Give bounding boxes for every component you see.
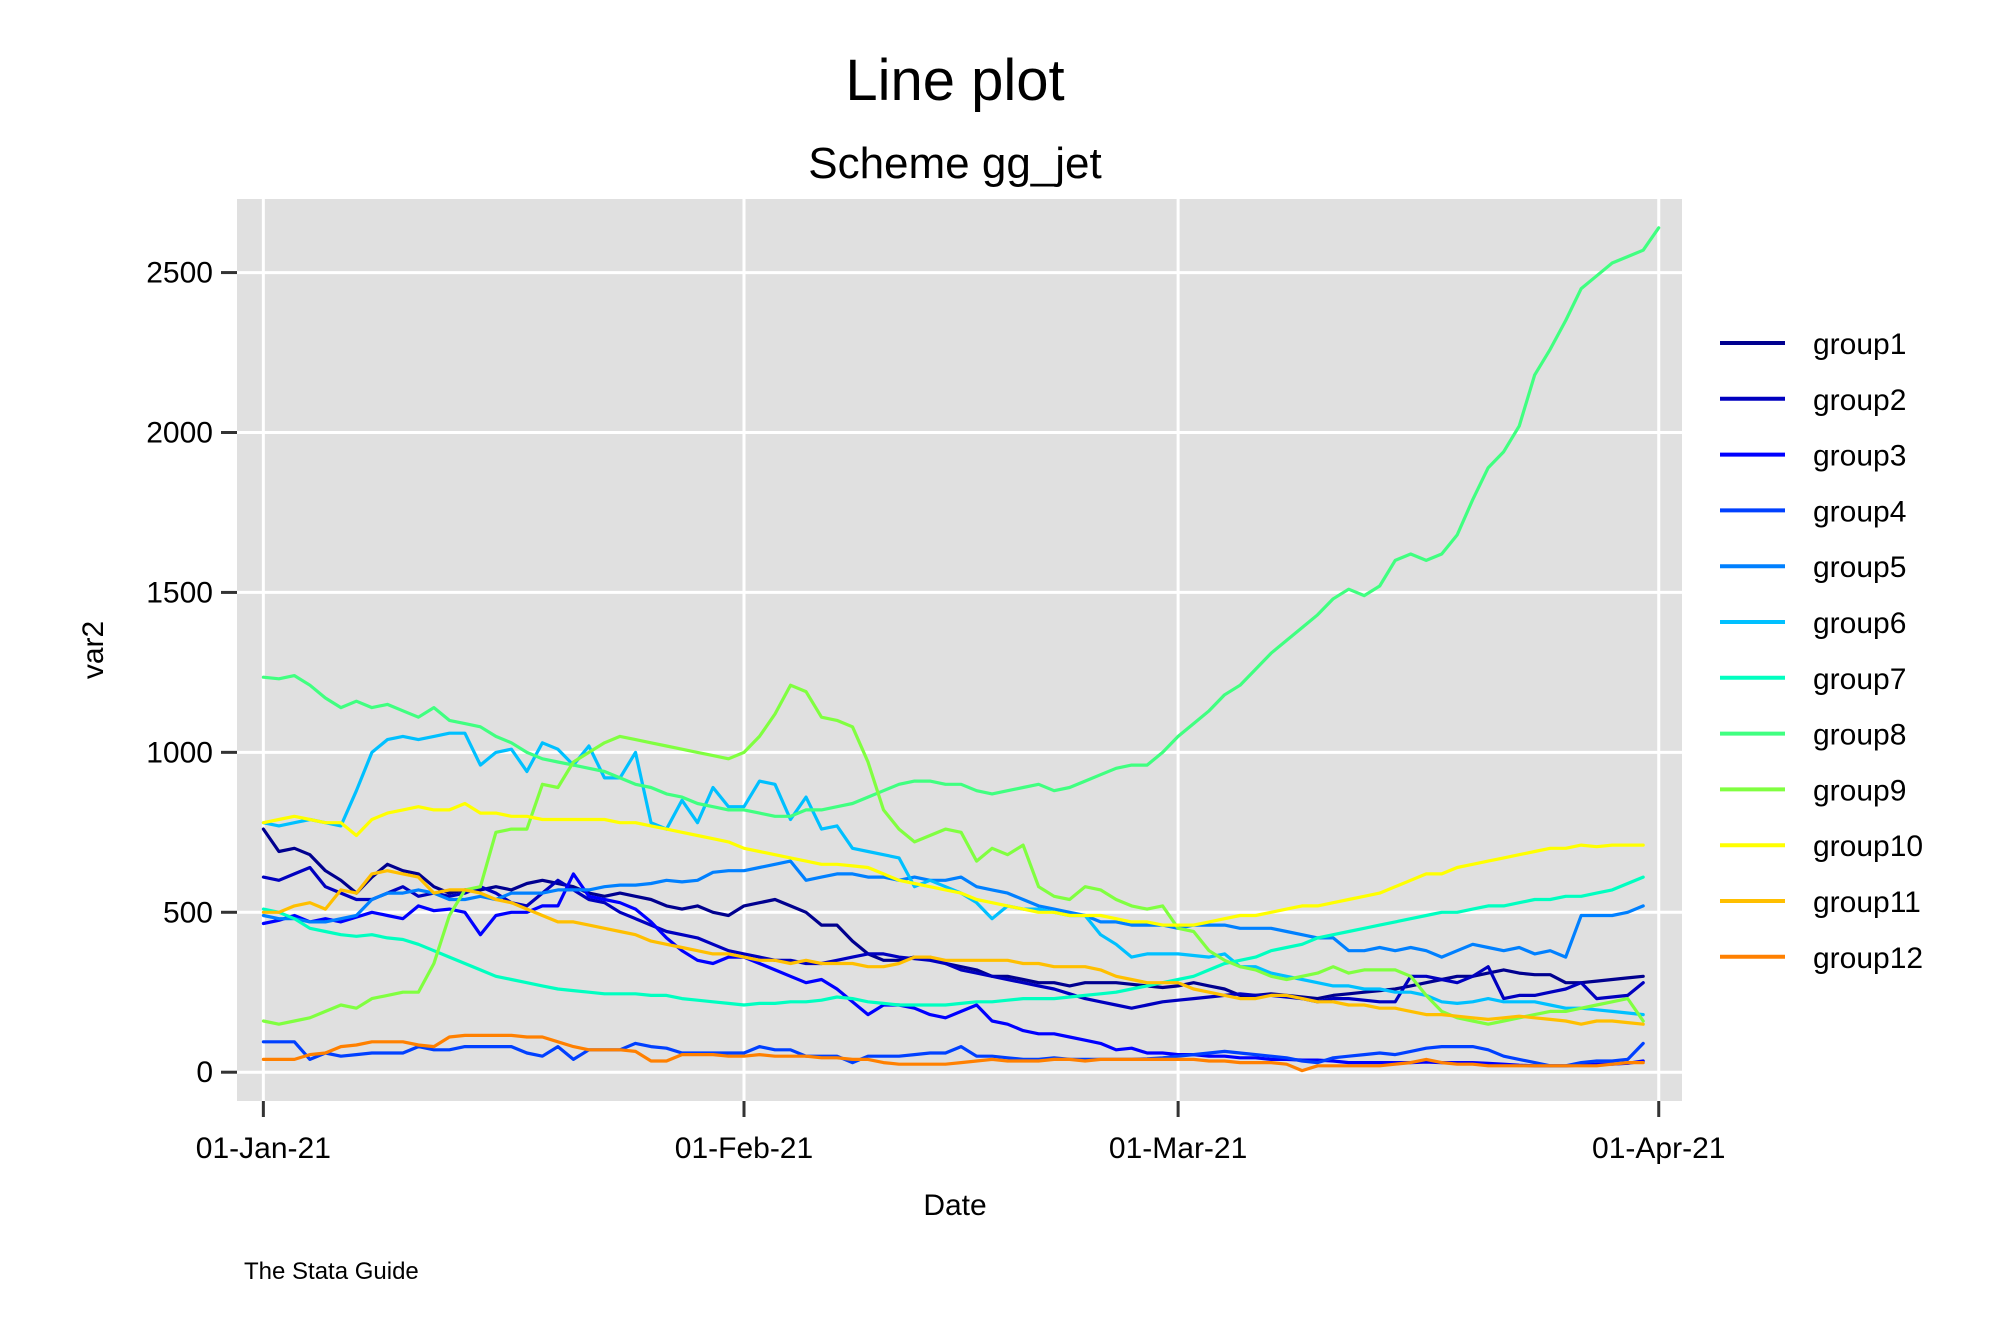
series-line-group7: [261, 875, 1645, 1007]
series-line-group9: [261, 683, 1645, 1026]
series-line-group4: [261, 1040, 1645, 1068]
legend-label-group12: group12: [1813, 942, 1923, 975]
legend-label-group11: group11: [1813, 886, 1921, 919]
legend-label-group2: group2: [1813, 384, 1906, 417]
series-line-group2: [261, 865, 1645, 1010]
y-tick-label: 1500: [146, 576, 213, 609]
axes: 0 500 1000 1500 2000 2500 01-Jan-21 01-Feb-21 01…: [146, 257, 1725, 1165]
chart-title: Line plot: [845, 48, 1064, 113]
legend-label-group7: group7: [1813, 663, 1906, 696]
y-tick-label: 2500: [146, 257, 213, 290]
x-axis-title: Date: [923, 1189, 986, 1222]
legend-label-group5: group5: [1813, 551, 1906, 584]
legend-label-group6: group6: [1813, 607, 1906, 640]
chart-note: The Stata Guide: [244, 1258, 419, 1285]
legend-label-group8: group8: [1813, 719, 1906, 752]
y-tick-label: 1000: [146, 736, 213, 769]
legend-label-group9: group9: [1813, 774, 1906, 807]
series-line-group12: [261, 1033, 1645, 1073]
x-tick-label: 01-Feb-21: [675, 1132, 813, 1165]
y-tick-label: 0: [196, 1056, 213, 1089]
legend-label-group10: group10: [1813, 830, 1923, 863]
legend-label-group1: group1: [1813, 328, 1906, 361]
y-axis-title: var2: [77, 621, 110, 679]
series-line-group11: [261, 869, 1645, 1026]
y-tick-label: 500: [163, 896, 213, 929]
chart-subtitle: Scheme gg_jet: [808, 139, 1102, 188]
plot-area: [237, 199, 1682, 1101]
y-tick-label: 2000: [146, 416, 213, 449]
gridlines: [237, 199, 1682, 1101]
x-tick-label: 01-Apr-21: [1592, 1132, 1725, 1165]
legend-label-group4: group4: [1813, 495, 1906, 528]
legend-label-group3: group3: [1813, 440, 1906, 473]
series-line-group8: [261, 226, 1661, 818]
series-lines: [261, 226, 1661, 1073]
legend: group1 group2 group3 group4 group5 group6 grou…: [1720, 328, 1923, 975]
x-tick-label: 01-Jan-21: [196, 1132, 331, 1165]
series-line-group10: [261, 801, 1645, 927]
x-tick-label: 01-Mar-21: [1109, 1132, 1247, 1165]
